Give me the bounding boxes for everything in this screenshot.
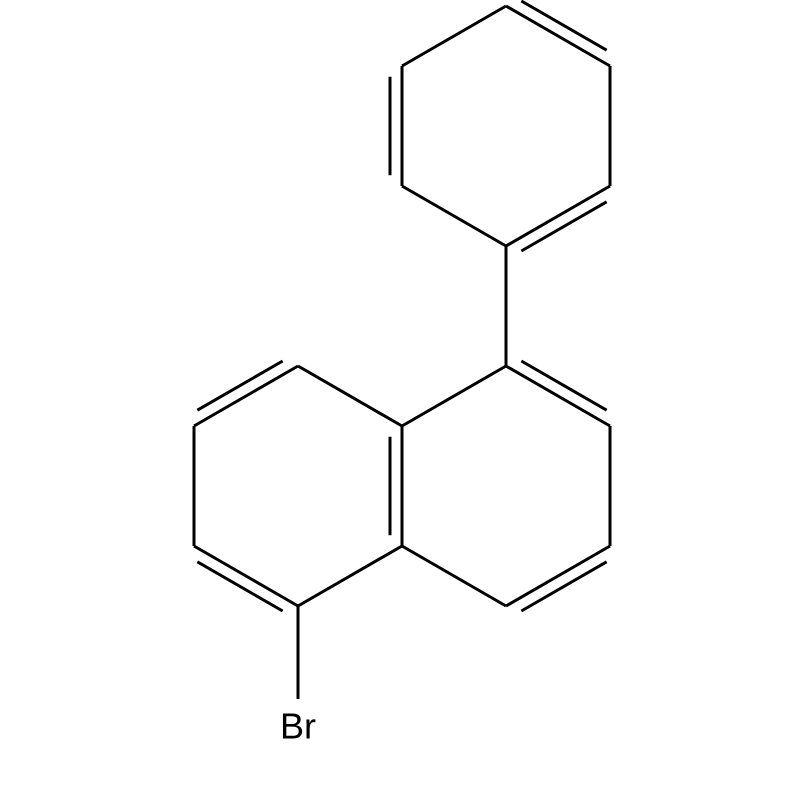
bond-line [402, 6, 506, 66]
bond-line [298, 366, 402, 426]
bond-line [197, 562, 282, 611]
molecule-diagram: Br [0, 0, 800, 800]
bond-line [521, 562, 606, 611]
bond-line [194, 366, 298, 426]
bond-line [506, 186, 610, 246]
bond-line [506, 546, 610, 606]
bond-line [521, 202, 606, 251]
bond-line [402, 186, 506, 246]
bond-line [298, 546, 402, 606]
bond-line [521, 1, 606, 50]
bond-line [521, 361, 606, 410]
bond-line [402, 546, 506, 606]
bond-line [402, 366, 506, 426]
bond-line [506, 366, 610, 426]
bond-line [194, 546, 298, 606]
atom-label-br: Br [280, 706, 316, 747]
bond-line [197, 361, 282, 410]
bond-line [506, 6, 610, 66]
